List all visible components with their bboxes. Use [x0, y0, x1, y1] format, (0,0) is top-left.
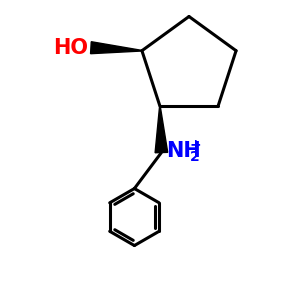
Polygon shape — [91, 42, 142, 54]
Text: HO: HO — [53, 38, 88, 58]
Text: NH: NH — [166, 141, 201, 161]
Text: +: + — [190, 138, 201, 152]
Polygon shape — [155, 106, 168, 153]
Text: 2: 2 — [190, 150, 200, 164]
